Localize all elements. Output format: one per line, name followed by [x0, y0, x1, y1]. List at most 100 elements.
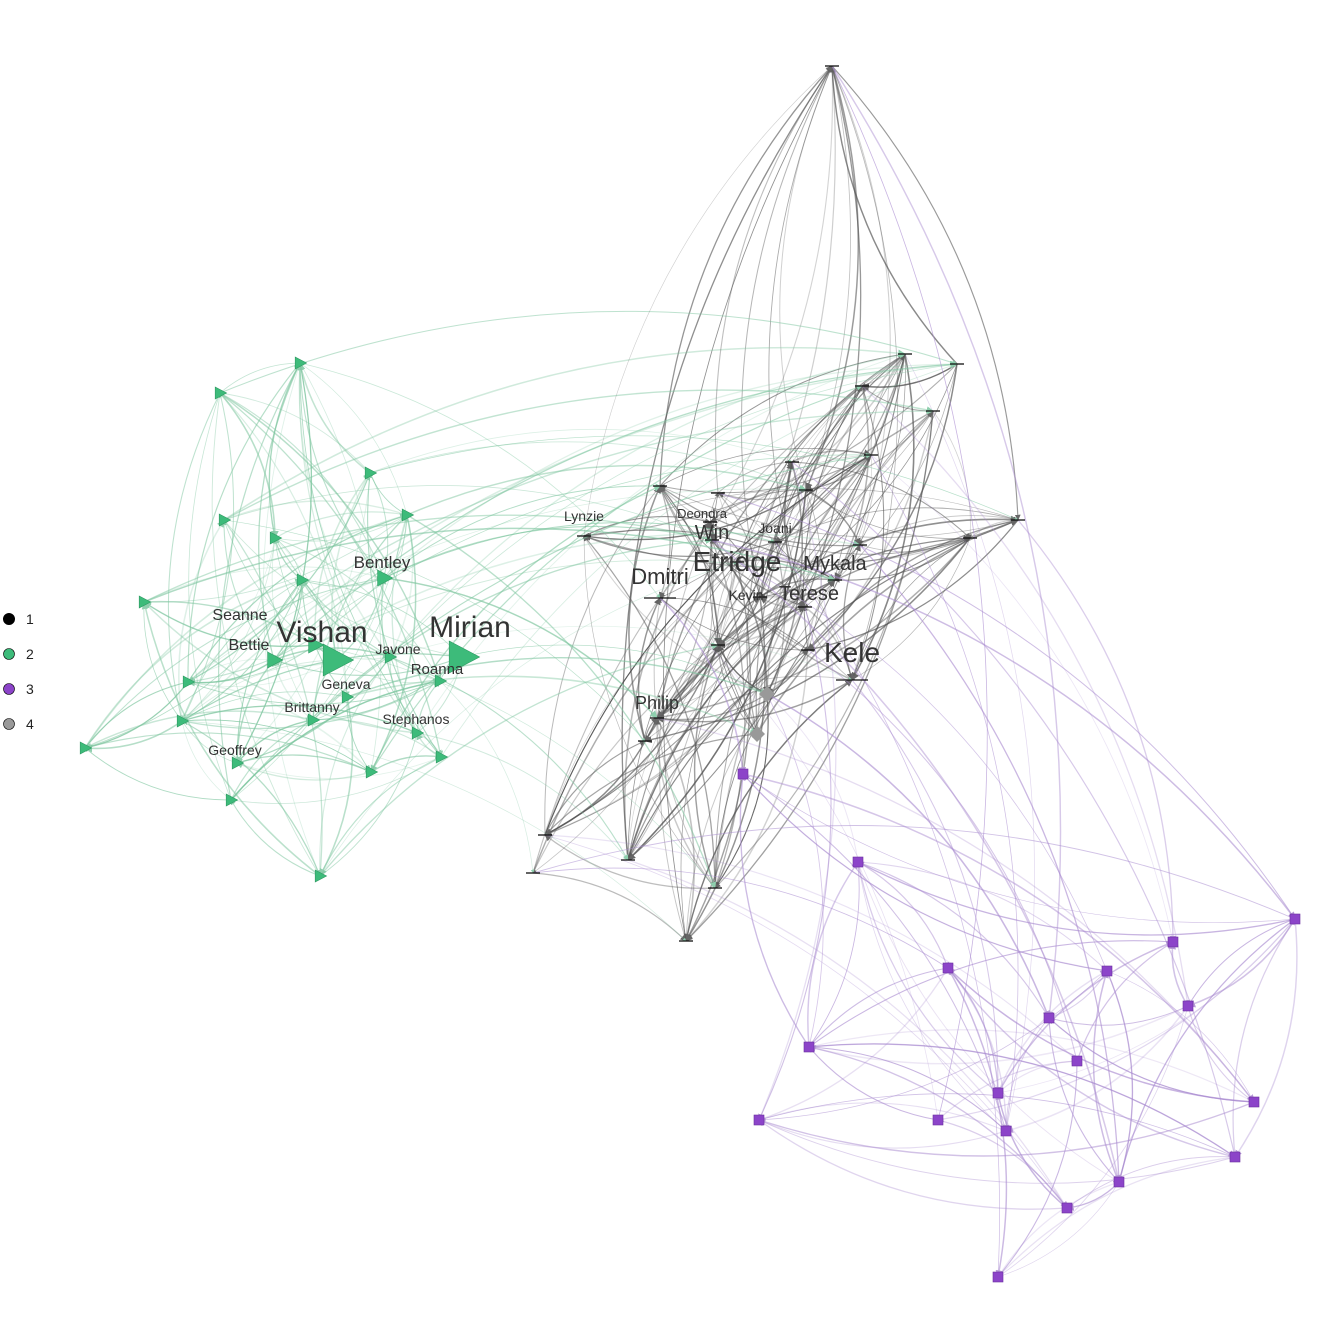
node[interactable] [434, 674, 448, 688]
node[interactable] [1248, 1096, 1260, 1108]
node[interactable] [225, 793, 239, 807]
edge [84, 732, 372, 773]
edge [532, 561, 738, 874]
node[interactable] [79, 741, 93, 755]
node[interactable] [1113, 1176, 1125, 1188]
edge [709, 521, 762, 598]
edge [659, 485, 861, 547]
node[interactable] [753, 1114, 765, 1126]
edge [1106, 970, 1134, 1183]
edge [736, 353, 906, 563]
node[interactable] [1043, 1012, 1055, 1024]
edge [856, 861, 1007, 1132]
edge [808, 1029, 1255, 1103]
node[interactable] [267, 651, 284, 669]
node[interactable] [294, 356, 308, 370]
node[interactable] [214, 386, 228, 400]
edge [1106, 970, 1255, 1103]
node[interactable] [384, 650, 398, 664]
edge [774, 353, 906, 543]
edge [742, 773, 1255, 1103]
node[interactable] [448, 640, 481, 674]
node[interactable] [852, 856, 864, 868]
edge [331, 472, 371, 661]
edge [857, 861, 1108, 972]
node[interactable] [322, 643, 355, 677]
labels-layer: Bentley Seanne Vishan Bettie Javone Mirian Roa… [208, 506, 880, 758]
node[interactable] [1061, 1202, 1073, 1214]
node[interactable] [1000, 1125, 1012, 1137]
edge [861, 363, 958, 390]
edge [861, 363, 958, 391]
node[interactable] [269, 531, 283, 545]
node[interactable] [1229, 1151, 1241, 1163]
node[interactable] [176, 714, 190, 728]
node[interactable] [737, 768, 749, 780]
edge [181, 579, 303, 722]
edge [1005, 1005, 1189, 1133]
edge [223, 519, 646, 742]
edge [758, 461, 837, 1121]
edge [997, 1005, 1189, 1278]
edge [582, 535, 716, 889]
edge [805, 65, 859, 491]
edge [859, 537, 971, 552]
node[interactable] [411, 726, 425, 740]
node[interactable] [932, 1114, 944, 1126]
edge [383, 577, 658, 719]
edge [301, 577, 385, 587]
edge [1048, 1005, 1189, 1026]
edge [262, 362, 321, 877]
node[interactable] [401, 508, 415, 522]
node[interactable] [138, 595, 152, 609]
node[interactable] [803, 1041, 815, 1053]
edge [627, 353, 906, 861]
node[interactable] [314, 869, 328, 883]
edge [857, 861, 1120, 1183]
legend-label: 1 [26, 611, 34, 627]
edge [181, 657, 337, 722]
edge [766, 693, 860, 863]
node[interactable] [1182, 1000, 1194, 1012]
edge [544, 596, 761, 836]
node[interactable] [992, 1087, 1004, 1099]
node-label: Lynzie [564, 508, 604, 524]
edge [188, 392, 232, 801]
edge [717, 606, 806, 649]
node[interactable] [749, 726, 765, 742]
edge [621, 65, 833, 861]
edge [188, 392, 232, 801]
edge [319, 756, 442, 877]
node[interactable] [296, 573, 310, 587]
edge [143, 601, 316, 647]
node[interactable] [182, 675, 196, 689]
edge [544, 740, 646, 836]
legend-item-1: 1 [3, 611, 34, 627]
edge [370, 485, 661, 773]
node[interactable] [942, 962, 954, 974]
node[interactable] [1289, 913, 1301, 925]
edge [387, 656, 418, 734]
node[interactable] [307, 713, 321, 727]
node[interactable] [365, 765, 379, 779]
node[interactable] [341, 690, 355, 704]
node[interactable] [1167, 936, 1179, 948]
edge [659, 485, 806, 608]
node[interactable] [231, 756, 245, 770]
node-label: Philip [635, 693, 679, 713]
edge [236, 579, 303, 764]
edge [369, 472, 408, 516]
node[interactable] [992, 1271, 1004, 1283]
node[interactable] [1101, 965, 1113, 977]
node[interactable] [364, 466, 378, 480]
edge [659, 352, 906, 487]
node[interactable] [759, 686, 775, 702]
node[interactable] [308, 636, 325, 654]
node[interactable] [377, 569, 394, 587]
node[interactable] [1071, 1055, 1083, 1067]
node[interactable] [435, 750, 449, 764]
node[interactable] [218, 513, 232, 527]
edge [268, 362, 301, 539]
edge [180, 720, 232, 801]
